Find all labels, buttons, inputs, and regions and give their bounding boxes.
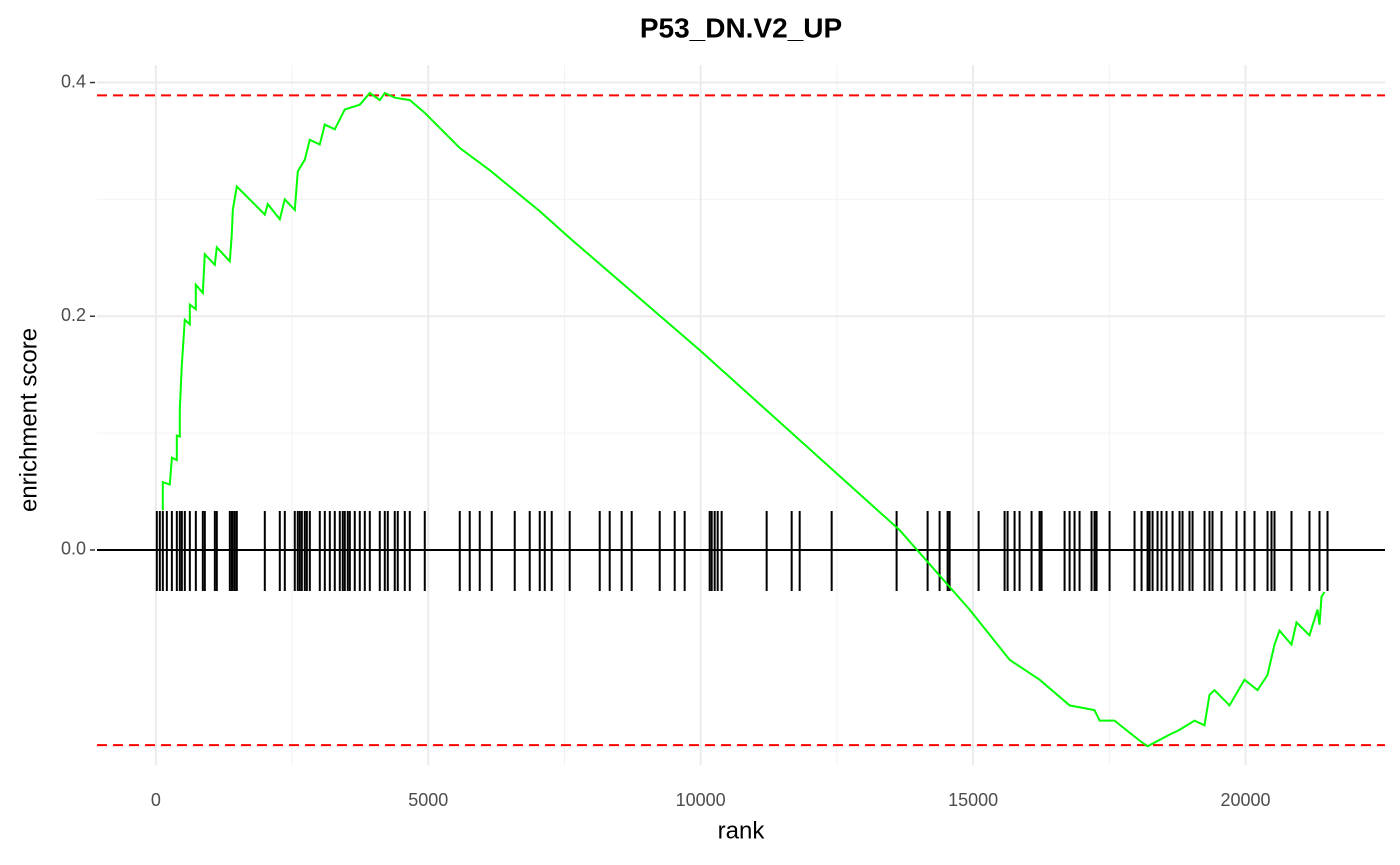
enrichment-curve — [161, 91, 1326, 748]
y-tick-label: 0.0 — [61, 539, 86, 559]
x-tick-label: 5000 — [408, 790, 448, 810]
y-tick-label: 0.2 — [61, 305, 86, 325]
x-tick-label: 0 — [151, 790, 161, 810]
chart-title: P53_DN.V2_UP — [640, 12, 842, 43]
y-tick-label: 0.4 — [61, 71, 86, 91]
x-tick-label: 10000 — [676, 790, 726, 810]
y-axis-label: enrichment score — [15, 328, 42, 512]
x-tick-label: 20000 — [1220, 790, 1270, 810]
x-axis-label: rank — [718, 817, 766, 844]
x-tick-label: 15000 — [948, 790, 998, 810]
